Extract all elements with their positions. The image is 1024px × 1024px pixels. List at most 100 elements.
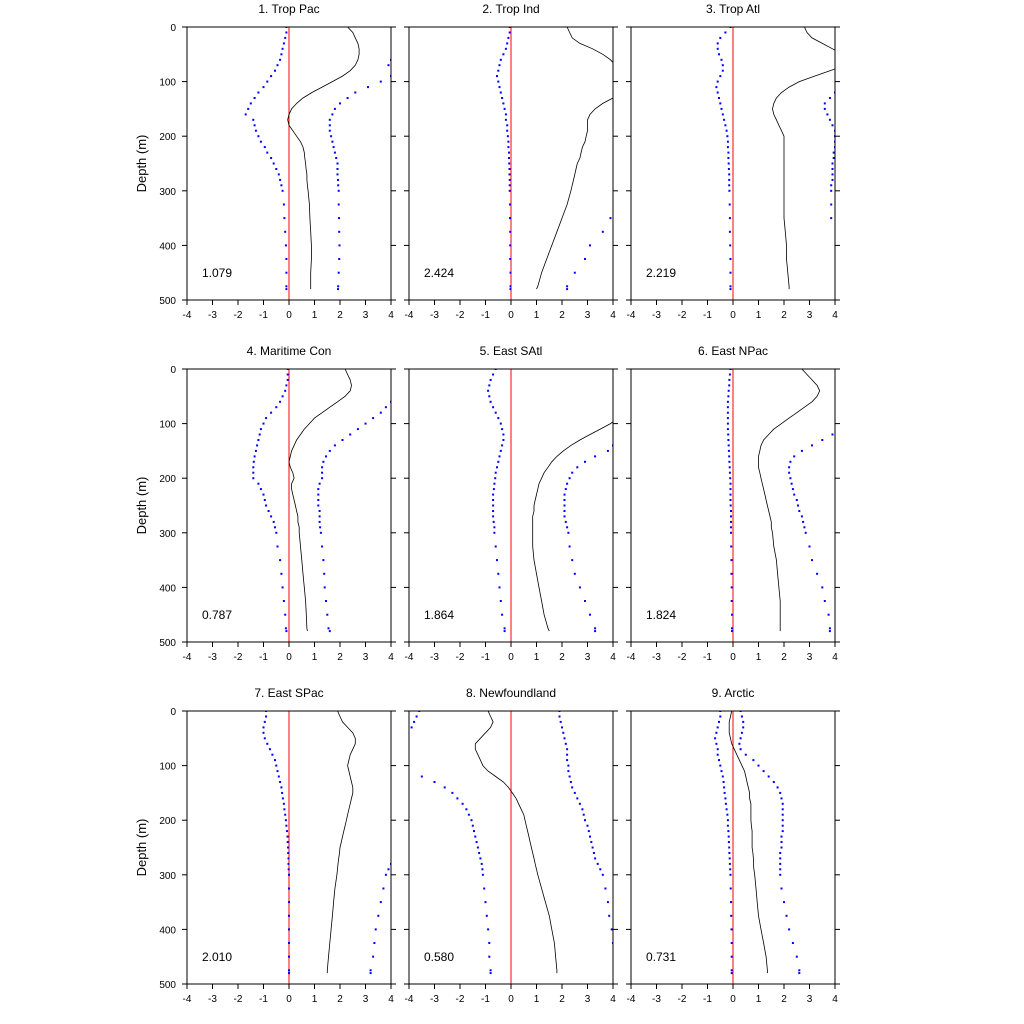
- mean-profile-line: [474, 711, 558, 974]
- upper-spread-dot: [816, 572, 819, 575]
- upper-spread-dot: [757, 764, 760, 767]
- x-tick-label: -1: [703, 994, 712, 1005]
- y-tick-label: 100: [159, 420, 176, 431]
- lower-spread-dot: [723, 791, 726, 794]
- x-tick-label: -2: [678, 652, 687, 663]
- lower-spread-dot: [489, 378, 492, 381]
- upper-spread-dot: [779, 868, 782, 871]
- lower-spread-dot: [506, 42, 509, 45]
- panel-title: 5. East SAtl: [480, 344, 543, 358]
- lower-spread-dot: [726, 422, 729, 425]
- upper-spread-dot: [317, 499, 320, 501]
- lower-spread-dot: [280, 572, 283, 575]
- upper-spread-dot: [788, 471, 791, 474]
- lower-spread-dot: [718, 53, 720, 56]
- lower-spread-dot: [508, 184, 511, 187]
- lower-spread-dot: [729, 271, 732, 274]
- lower-spread-dot: [726, 824, 729, 827]
- lower-spread-dot: [730, 928, 733, 931]
- upper-spread-dot: [571, 471, 574, 474]
- lower-spread-dot: [494, 477, 497, 480]
- upper-spread-dot: [872, 59, 874, 61]
- panel-title: 8. Newfoundland: [466, 686, 556, 700]
- lower-spread-dot: [508, 31, 511, 34]
- lower-spread-dot: [288, 928, 290, 931]
- lower-spread-dot: [286, 841, 289, 843]
- upper-spread-dot: [356, 428, 359, 431]
- lower-spread-dot: [726, 428, 729, 431]
- lower-spread-dot: [286, 835, 289, 838]
- upper-spread-dot: [890, 37, 892, 39]
- upper-spread-dot: [780, 835, 783, 838]
- lower-spread-dot: [480, 862, 483, 865]
- lower-spread-dot: [415, 715, 418, 718]
- upper-spread-dot: [398, 825, 400, 827]
- mean-profile-line: [326, 711, 356, 974]
- x-tick-label: -4: [405, 310, 414, 321]
- lower-spread-dot: [721, 64, 724, 67]
- upper-spread-dot: [828, 627, 831, 630]
- lower-spread-dot: [493, 531, 496, 534]
- upper-spread-dot: [781, 808, 784, 811]
- lower-spread-dot: [282, 600, 285, 602]
- upper-spread-dot: [604, 887, 607, 890]
- lower-spread-dot: [728, 471, 731, 474]
- upper-spread-dot: [830, 184, 833, 187]
- upper-spread-dot: [797, 504, 799, 507]
- rms-value: 1.824: [646, 608, 676, 622]
- lower-spread-dot: [729, 887, 732, 890]
- lower-spread-dot: [728, 455, 731, 458]
- lower-spread-dot: [284, 389, 287, 392]
- lower-spread-dot: [504, 47, 507, 50]
- upper-spread-dot: [847, 231, 849, 233]
- x-tick-label: 4: [388, 310, 394, 321]
- lower-spread-dot: [509, 244, 512, 247]
- lower-spread-dot: [723, 786, 726, 789]
- upper-spread-dot: [826, 113, 829, 116]
- x-tick-label: -2: [456, 994, 465, 1005]
- lower-spread-dot: [284, 613, 287, 616]
- x-tick-label: -1: [703, 652, 712, 663]
- lower-spread-dot: [288, 972, 290, 975]
- x-tick-label: -1: [481, 652, 490, 663]
- panel-data: [496, 27, 613, 300]
- panel-title: 1. Trop Pac: [258, 2, 319, 16]
- mean-profile-line: [772, 27, 835, 290]
- upper-spread-dot: [857, 285, 859, 287]
- upper-spread-dot: [788, 928, 791, 931]
- lower-spread-dot: [730, 901, 732, 904]
- upper-spread-dot: [400, 808, 402, 810]
- upper-spread-dot: [673, 374, 675, 376]
- lower-spread-dot: [499, 422, 502, 425]
- lower-spread-dot: [727, 162, 730, 165]
- lower-spread-dot: [726, 400, 729, 403]
- upper-spread-dot: [795, 955, 798, 958]
- lower-spread-dot: [714, 737, 717, 740]
- lower-spread-dot: [730, 914, 733, 917]
- upper-spread-dot: [330, 135, 333, 138]
- lower-spread-dot: [503, 627, 506, 630]
- upper-spread-dot: [405, 786, 407, 788]
- upper-spread-dot: [830, 189, 833, 192]
- rms-value: 0.580: [424, 950, 454, 964]
- lower-spread-dot: [262, 731, 265, 734]
- upper-spread-dot: [854, 417, 856, 419]
- lower-spread-dot: [288, 942, 290, 944]
- upper-spread-dot: [831, 178, 834, 181]
- lower-spread-dot: [726, 146, 729, 149]
- lower-spread-dot: [281, 791, 284, 794]
- lower-spread-dot: [262, 493, 265, 496]
- upper-spread-dot: [321, 477, 324, 480]
- lower-spread-dot: [497, 460, 500, 463]
- x-tick-label: 4: [610, 994, 616, 1005]
- lower-spread-dot: [724, 797, 727, 800]
- upper-spread-dot: [372, 955, 375, 958]
- x-tick-label: 1: [534, 310, 540, 321]
- lower-spread-dot: [493, 482, 496, 485]
- lower-spread-dot: [494, 545, 497, 548]
- mean-profile-line: [532, 421, 613, 632]
- lower-spread-dot: [502, 433, 505, 436]
- upper-spread-dot: [885, 368, 887, 370]
- lower-spread-dot: [728, 384, 731, 387]
- lower-spread-dot: [279, 58, 282, 61]
